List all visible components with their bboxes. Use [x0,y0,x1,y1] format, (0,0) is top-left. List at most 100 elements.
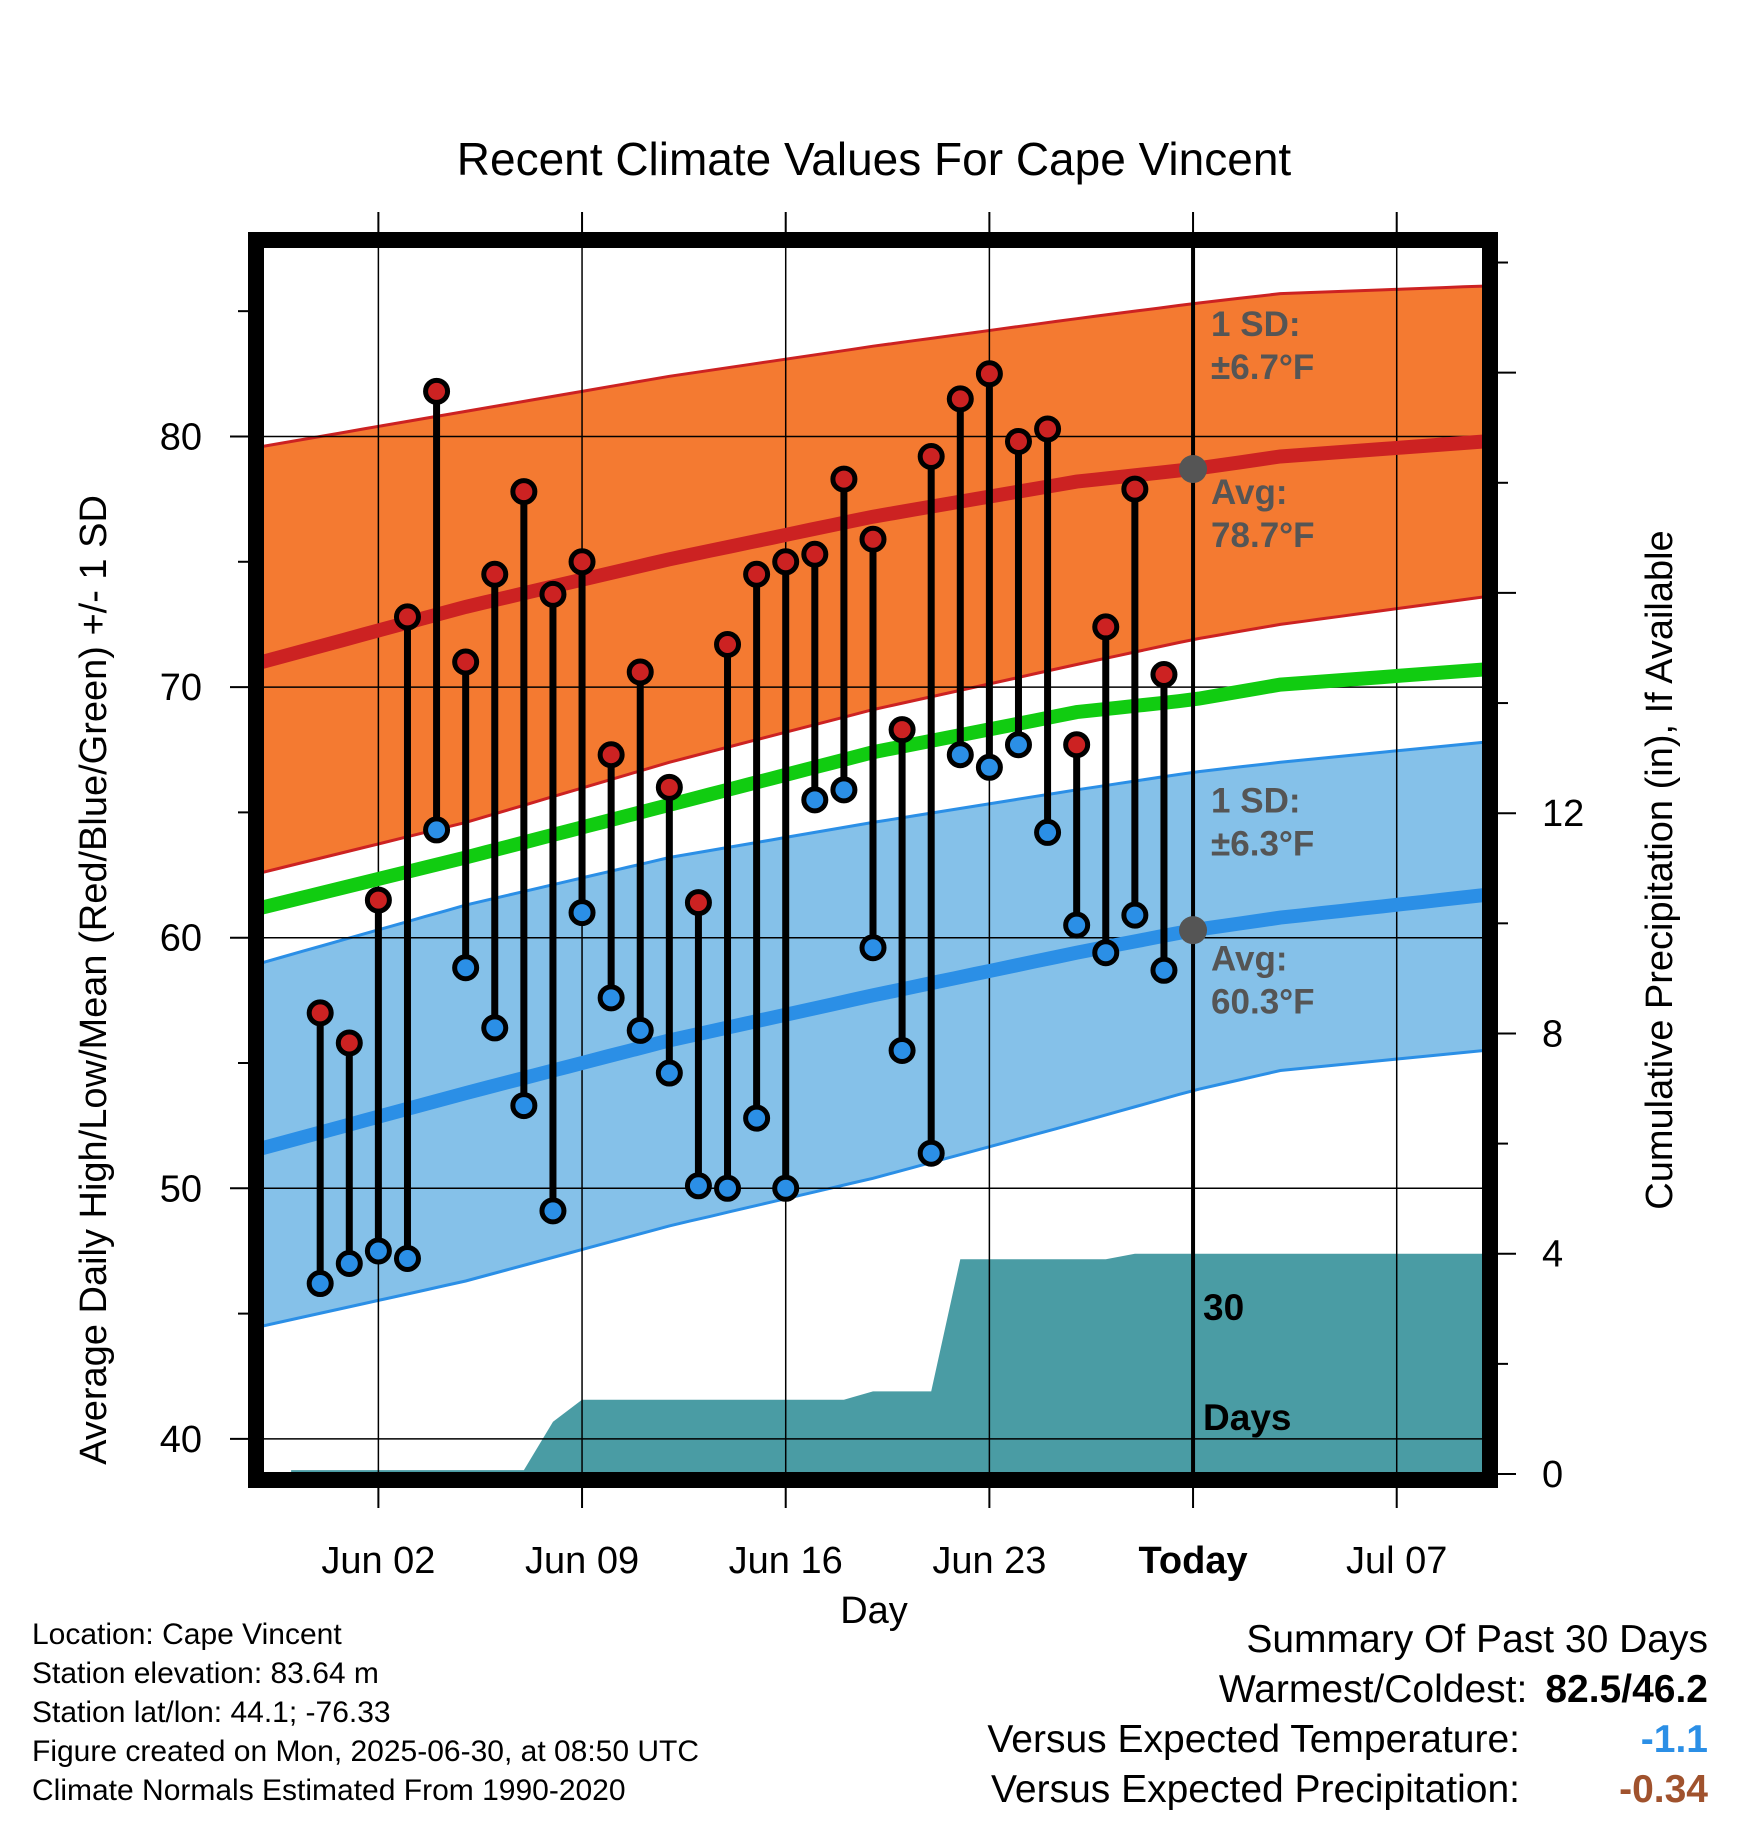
high-point [423,377,451,405]
low-point [626,1016,654,1044]
high-point [1092,613,1120,641]
low-point [1092,939,1120,967]
high-point [655,773,683,801]
summary-temp-row: Versus Expected Temperature: -1.1 [987,1715,1708,1765]
x-tick-label: Jun 02 [321,1540,435,1582]
y2-tick-label: 8 [1542,1013,1563,1055]
warm-cold-label: Warmest/Coldest: [1218,1668,1528,1711]
low-point [1034,818,1062,846]
low-point [888,1036,916,1064]
low-point [1063,911,1091,939]
low-sd-annotation: 1 SD: [1211,781,1300,820]
low-avg-line [262,888,1484,1155]
low-avg-annotation: 60.3°F [1211,982,1315,1021]
high-point [888,716,916,744]
low-point [801,786,829,814]
x-tick-label: Today [1139,1540,1248,1582]
plot-area: 30 Days 1 SD: ±6.7°F Avg: 78.7°F 1 SD: ±6.3°F Av… [160,212,1584,1582]
temp-value: -1.1 [1640,1718,1708,1761]
low-point [335,1249,363,1277]
high-point [714,630,742,658]
high-point [393,603,421,631]
precip-label: Versus Expected Precipitation: [991,1768,1520,1811]
high-point [1150,661,1178,689]
warm-cold-value: 82.5/46.2 [1545,1668,1708,1711]
summary-panel: Summary Of Past 30 Days Warmest/Coldest:… [987,1615,1708,1815]
precip-value: -0.34 [1619,1768,1708,1811]
low-point [393,1244,421,1272]
high-point [335,1029,363,1057]
low-point [568,899,596,927]
high-point [626,658,654,686]
low-sd-annotation: ±6.3°F [1211,824,1314,863]
days-word-label: Days [1203,1397,1291,1438]
x-tick-label: Jun 23 [932,1540,1046,1582]
high-point [1004,427,1032,455]
y2-tick-label: 4 [1542,1234,1563,1276]
high-point [1034,415,1062,443]
low-point [481,1014,509,1042]
low-point [946,741,974,769]
high-point [364,886,392,914]
low-point [1121,901,1149,929]
high-point [539,580,567,608]
high-point [597,741,625,769]
y-tick-label: 70 [160,667,202,709]
low-point [597,984,625,1012]
y-tick-label: 40 [160,1419,202,1461]
x-tick-label: Jul 07 [1346,1540,1447,1582]
high-avg-annotation: Avg: [1211,473,1287,512]
normals-text: Climate Normals Estimated From 1990-2020 [32,1774,626,1807]
low-point [975,753,1003,781]
x-tick-label: Jun 16 [729,1540,843,1582]
low-point [684,1172,712,1200]
low-point [423,816,451,844]
y-tick-label: 50 [160,1168,202,1210]
high-avg-line [262,434,1484,669]
high-point [946,385,974,413]
y-tick-label: 80 [160,416,202,458]
high-sd-band-upper-edge [262,284,1484,448]
high-point [772,548,800,576]
high-point [481,560,509,588]
high-point [830,465,858,493]
low-point [743,1104,771,1132]
high-point [1121,475,1149,503]
low-point [510,1092,538,1120]
plot-inner: 30 Days [262,246,1484,1474]
y2-tick-label: 12 [1542,793,1584,835]
y-tick-label: 60 [160,918,202,960]
low-point [772,1174,800,1202]
low-sd-band-lower-edge [262,1049,1484,1328]
summary-title: Summary Of Past 30 Days [1246,1618,1708,1661]
high-sd-annotation: ±6.7°F [1211,348,1314,387]
low-avg-annotation: Avg: [1211,939,1287,978]
created-text: Figure created on Mon, 2025-06-30, at 08… [32,1735,700,1768]
low-point [452,954,480,982]
summary-warm-cold-row: Warmest/Coldest: 82.5/46.2 [987,1665,1708,1715]
chart-title: Recent Climate Values For Cape Vincent [457,133,1292,185]
x-tick-label: Jun 09 [525,1540,639,1582]
high-point [684,889,712,917]
low-point [917,1139,945,1167]
high-point [1063,731,1091,759]
summary-precip-row: Versus Expected Precipitation: -0.34 [987,1765,1708,1815]
low-point [655,1059,683,1087]
high-point [743,560,771,588]
high-point [306,999,334,1027]
high-avg-annotation: 78.7°F [1211,516,1315,555]
station-info: Location: Cape Vincent Station elevation… [32,1615,699,1810]
high-point [801,540,829,568]
low-point [830,776,858,804]
low-sd-band [262,742,1484,1327]
low-point [1004,731,1032,759]
high-point [510,478,538,506]
x-axis-label: Day [840,1590,908,1632]
low-point [859,934,887,962]
latlon-text: Station lat/lon: 44.1; -76.33 [32,1696,391,1729]
today-low-avg-marker [1179,916,1208,945]
temp-label: Versus Expected Temperature: [987,1718,1520,1761]
low-point [364,1237,392,1265]
low-point [714,1174,742,1202]
y-axis-label: Average Daily High/Low/Mean (Red/Blue/Gr… [73,495,115,1465]
